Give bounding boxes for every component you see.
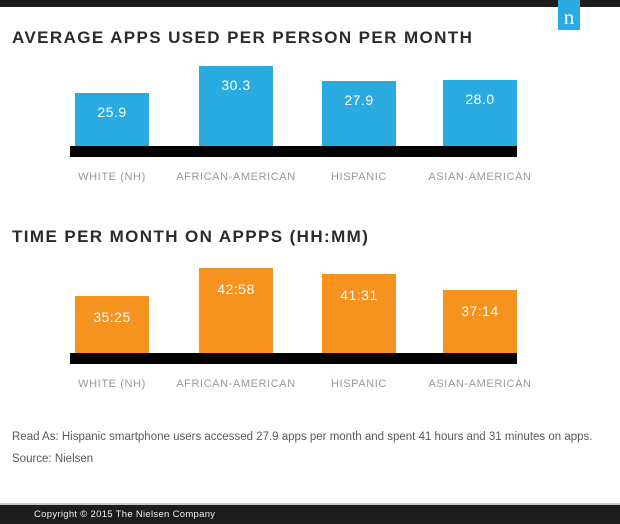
bar: 42:58 (199, 268, 273, 353)
category-label: HISPANIC (331, 378, 387, 390)
chart2-category-labels: WHITE (NH) AFRICAN-AMERICAN HISPANIC ASIAN-… (0, 378, 620, 392)
chart1-axis-baseline (70, 146, 517, 157)
bar-value-label: 28.0 (465, 91, 495, 107)
bar-value-label: 37:14 (461, 303, 499, 319)
chart2-axis-baseline (70, 353, 517, 364)
nielsen-logo-letter: n (563, 5, 575, 29)
copyright-text: Copyright © 2015 The Nielsen Company (34, 509, 216, 520)
top-bar (0, 0, 620, 7)
chart2-bars: 35:25 42:58 41:31 37:14 (0, 260, 620, 353)
category-label: ASIAN-AMERICAN (428, 378, 532, 390)
bar: 41:31 (322, 274, 396, 353)
read-as-note: Read As: Hispanic smartphone users acces… (12, 431, 593, 443)
bar: 28.0 (443, 80, 517, 146)
bar-value-label: 25.9 (97, 104, 127, 120)
bar-value-label: 30.3 (221, 77, 251, 93)
category-label: WHITE (NH) (78, 378, 146, 390)
bar: 37:14 (443, 290, 517, 353)
bar: 25.9 (75, 93, 149, 146)
bar-value-label: 42:58 (217, 281, 255, 297)
chart2-title: TIME PER MONTH ON APPPS (HH:MM) (12, 227, 370, 246)
bar: 30.3 (199, 66, 273, 146)
chart1-bars: 25.9 30.3 27.9 28.0 (0, 60, 620, 146)
bar-value-label: 35:25 (93, 309, 131, 325)
category-label: AFRICAN-AMERICAN (176, 171, 296, 183)
chart1-category-labels: WHITE (NH) AFRICAN-AMERICAN HISPANIC ASIAN-… (0, 171, 620, 185)
nielsen-logo: n (558, 0, 580, 30)
category-label: AFRICAN-AMERICAN (176, 378, 296, 390)
category-label: HISPANIC (331, 171, 387, 183)
source-note: Source: Nielsen (12, 453, 94, 465)
bar-value-label: 27.9 (344, 92, 374, 108)
footer-bar: Copyright © 2015 The Nielsen Company (0, 503, 620, 524)
category-label: ASIAN-AMERICAN (428, 171, 532, 183)
category-label: WHITE (NH) (78, 171, 146, 183)
bar-value-label: 41:31 (340, 287, 378, 303)
bar: 35:25 (75, 296, 149, 353)
chart1-title: AVERAGE APPS USED PER PERSON PER MONTH (12, 28, 474, 47)
bar: 27.9 (322, 81, 396, 146)
